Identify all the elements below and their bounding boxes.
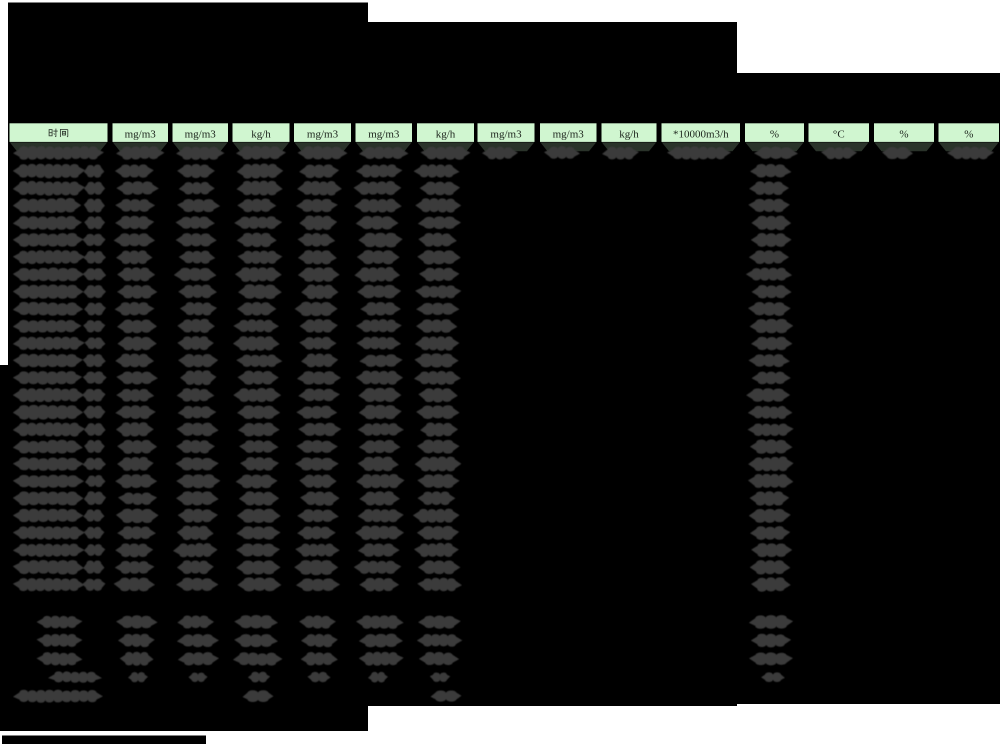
svg-text:kg/h: kg/h <box>619 128 639 140</box>
svg-text:kg/h: kg/h <box>436 128 456 140</box>
svg-text:mg/m3: mg/m3 <box>125 128 157 140</box>
svg-text:kg/h: kg/h <box>251 128 271 140</box>
svg-text:mg/m3: mg/m3 <box>307 128 339 140</box>
svg-text:mg/m3: mg/m3 <box>368 128 400 140</box>
svg-text:%: % <box>770 128 779 140</box>
svg-text:%: % <box>964 128 973 140</box>
svg-text:mg/m3: mg/m3 <box>185 128 217 140</box>
svg-text:mg/m3: mg/m3 <box>490 128 522 140</box>
svg-text:°C: °C <box>833 128 845 140</box>
svg-text:*10000m3/h: *10000m3/h <box>673 128 729 140</box>
svg-text:%: % <box>899 128 908 140</box>
svg-text:mg/m3: mg/m3 <box>553 128 585 140</box>
